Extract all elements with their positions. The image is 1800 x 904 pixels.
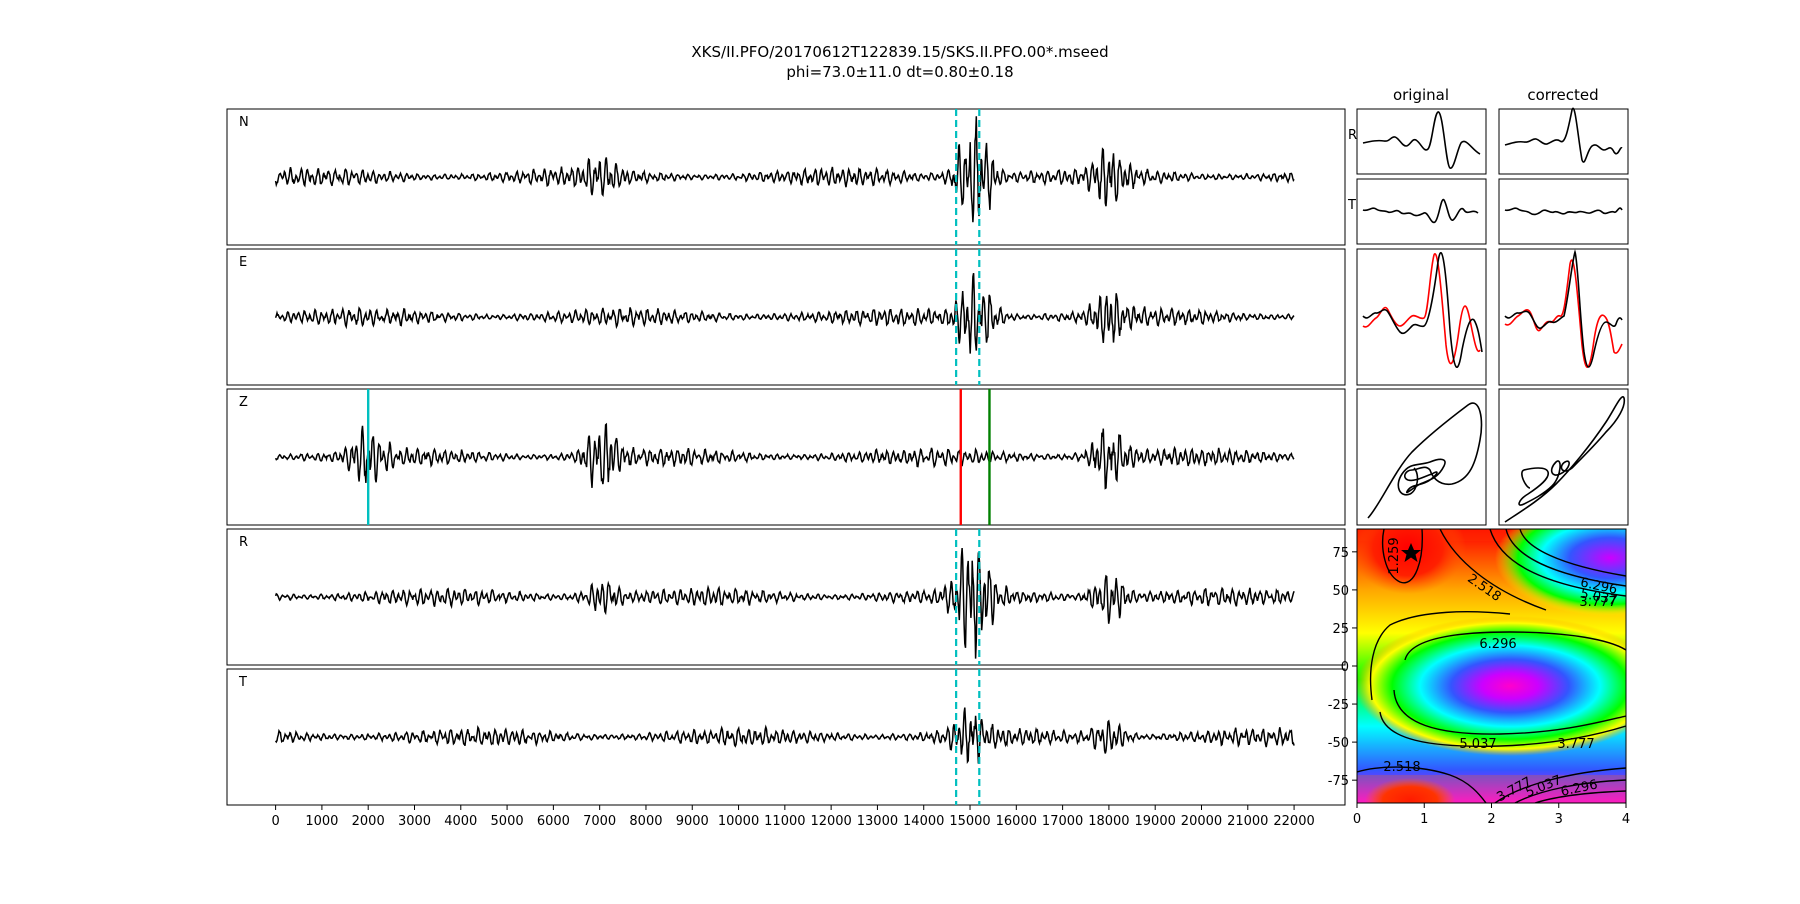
- trace-panel-r: R: [226, 528, 1346, 666]
- x-tick-label: 4000: [444, 814, 477, 829]
- trace-label-e: E: [239, 255, 247, 270]
- x-tick-label: 16000: [996, 814, 1037, 829]
- x-tick-label: 14000: [903, 814, 944, 829]
- heat-x-tick-label: 4: [1622, 812, 1630, 827]
- seismogram-r: [274, 547, 1295, 659]
- column-title-corrected: corrected: [1527, 86, 1598, 104]
- contour-5037: [1393, 529, 1626, 735]
- heat-y-tick-label: -50: [1328, 736, 1349, 751]
- contour-label-9: 2.518: [1383, 760, 1420, 775]
- heat-x-tick-label: 2: [1487, 812, 1495, 827]
- waveform-original-t: [1362, 198, 1479, 224]
- panel-original-particle-motion: [1356, 388, 1487, 526]
- trace-label-t: T: [238, 675, 247, 690]
- heatmap-bottom-red-region: [1365, 778, 1455, 803]
- trace-panel-n: N: [226, 108, 1346, 246]
- trace-panel-e: E: [226, 248, 1346, 386]
- trace-label-z: Z: [239, 395, 248, 410]
- x-tick-label: 8000: [629, 814, 662, 829]
- title-line-2: phi=73.0±11.0 dt=0.80±0.18: [786, 63, 1013, 81]
- waveform-corrected-r: [1504, 107, 1623, 163]
- heat-y-tick-label: 0: [1341, 660, 1349, 675]
- best-fit-star-icon: [1401, 543, 1421, 562]
- x-tick-label: 20000: [1181, 814, 1222, 829]
- heat-x-tick-label: 3: [1555, 812, 1563, 827]
- heat-y-tick-label: 50: [1332, 584, 1349, 599]
- contour-lower-right: [1494, 767, 1626, 803]
- row-label-r: R: [1348, 128, 1357, 143]
- x-tick-label: 15000: [949, 814, 990, 829]
- contour-label-1: 1.259: [1387, 537, 1402, 574]
- heat-y-tick-label: 75: [1332, 546, 1349, 561]
- heatmap-bottom-band: [1357, 775, 1626, 803]
- x-tick-label: 2000: [352, 814, 385, 829]
- panel-corrected-t: [1498, 178, 1629, 245]
- heatmap-lower-blob: [1357, 616, 1626, 756]
- x-tick-label: 21000: [1227, 814, 1268, 829]
- seismogram-z: [274, 422, 1295, 490]
- x-tick-label: 11000: [764, 814, 805, 829]
- x-tick-label: 9000: [676, 814, 709, 829]
- time-axis: 0 1000 2000 3000 4000 5000 6000 7000 8000 9000 100…: [271, 805, 1315, 829]
- panel-corrected-particle-motion: [1498, 388, 1629, 526]
- trace-label-r: R: [239, 535, 248, 550]
- error-surface-panel: 1.259 2.518 6.296 5.037 3.777 6.296 5.03…: [1328, 528, 1630, 827]
- x-tick-label: 17000: [1042, 814, 1083, 829]
- heatmap-upper-blob: [1495, 529, 1626, 616]
- waveform-original-red: [1362, 253, 1481, 365]
- x-tick-label: 7000: [583, 814, 616, 829]
- particle-motion-corrected: [1504, 396, 1626, 523]
- x-tick-label: 5000: [491, 814, 524, 829]
- waveform-original-r: [1362, 111, 1481, 169]
- title-line-1: XKS/II.PFO/20170612T122839.15/SKS.II.PFO…: [691, 43, 1108, 61]
- seismogram-panels: N E Z R T: [226, 108, 1346, 806]
- x-tick-label: 10000: [718, 814, 759, 829]
- contour-2518-upper: [1369, 529, 1547, 701]
- contour-label-4: 5.037: [1459, 737, 1496, 752]
- particle-motion-original: [1367, 402, 1483, 519]
- seismogram-n: [274, 116, 1295, 223]
- x-tick-label: 22000: [1273, 814, 1314, 829]
- waveform-original-black: [1362, 251, 1483, 368]
- particle-motion-panels: R T: [1347, 107, 1629, 526]
- contour-6296: [1404, 529, 1626, 661]
- x-tick-label: 1000: [305, 814, 338, 829]
- column-title-original: original: [1393, 86, 1449, 104]
- waveform-corrected-black: [1504, 249, 1623, 368]
- heat-x-tick-label: 1: [1420, 812, 1428, 827]
- contour-1259: [1382, 529, 1423, 584]
- seismogram-e: [274, 272, 1295, 354]
- x-tick-label: 6000: [537, 814, 570, 829]
- x-tick-label: 3000: [398, 814, 431, 829]
- heat-y-tick-label: -25: [1328, 698, 1349, 713]
- trace-label-n: N: [239, 115, 249, 130]
- heat-x-tick-label: 0: [1353, 812, 1361, 827]
- waveform-corrected-t: [1504, 207, 1623, 216]
- heat-y-tick-label: -75: [1328, 774, 1349, 789]
- contour-3777-right: [1379, 529, 1626, 747]
- x-tick-label: 13000: [857, 814, 898, 829]
- trace-panel-t: T: [226, 668, 1346, 806]
- error-surface-axes: 0 1 2 3 4 75 50 25 0 -25 -50 -75: [1328, 546, 1630, 827]
- contour-label-3: 6.296: [1479, 637, 1516, 652]
- contour-2518-lower: [1357, 766, 1487, 803]
- contour-label-5: 3.777: [1557, 737, 1594, 752]
- x-tick-label: 19000: [1135, 814, 1176, 829]
- x-tick-label: 18000: [1088, 814, 1129, 829]
- waveform-corrected-red: [1504, 259, 1623, 368]
- heatmap-low-misfit-region: [1357, 529, 1466, 594]
- x-tick-label: 12000: [810, 814, 851, 829]
- panel-original-overlay: [1356, 248, 1487, 386]
- trace-panel-z: Z: [226, 388, 1346, 526]
- row-label-t: T: [1347, 198, 1356, 213]
- contour-label-8: 3.777: [1579, 595, 1616, 610]
- heat-y-tick-label: 25: [1332, 622, 1349, 637]
- seismogram-t: [274, 707, 1295, 765]
- x-tick-label: 0: [271, 814, 279, 829]
